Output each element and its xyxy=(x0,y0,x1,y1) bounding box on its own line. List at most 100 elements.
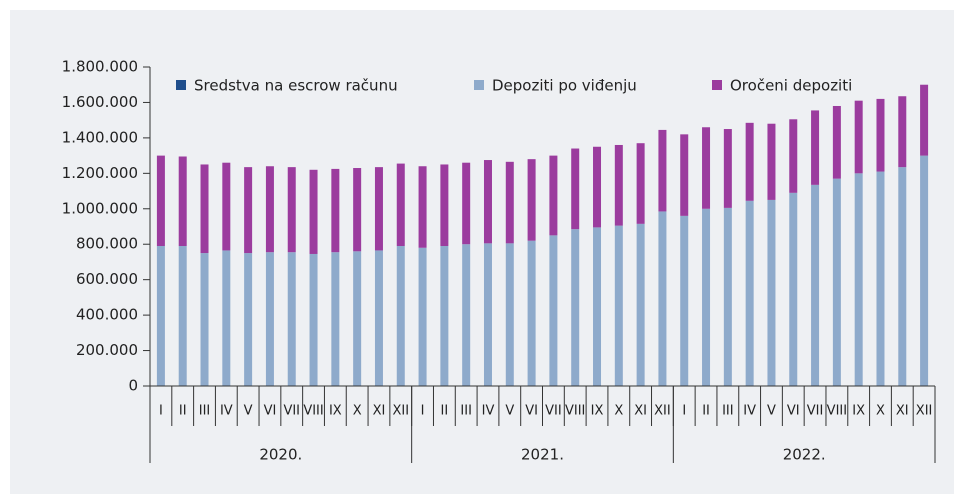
bar-segment xyxy=(920,84,929,156)
bar-segment xyxy=(745,122,754,201)
x-tick-label: III xyxy=(722,404,734,419)
y-tick-label: 1.200.000 xyxy=(62,164,138,182)
x-tick-label: VII xyxy=(283,404,300,419)
x-tick-label: VII xyxy=(545,404,562,419)
bar-segment xyxy=(789,119,798,193)
bar-segment xyxy=(680,134,689,216)
bar-segment xyxy=(287,252,296,386)
x-tick-label: II xyxy=(441,404,449,419)
bar-segment xyxy=(723,129,732,208)
bar-segment xyxy=(396,245,405,386)
bar-segment xyxy=(811,184,820,386)
bar-segment xyxy=(505,161,514,244)
bar-segment xyxy=(789,192,798,386)
x-tick-label: XII xyxy=(916,404,933,419)
group-label: 2020. xyxy=(259,446,302,464)
bar-segment xyxy=(265,252,274,386)
bar-segment xyxy=(636,223,645,386)
y-tick-label: 200.000 xyxy=(76,341,138,359)
y-tick-label: 1.600.000 xyxy=(62,93,138,111)
bar-segment xyxy=(767,123,776,200)
y-tick-label: 1.000.000 xyxy=(62,199,138,217)
bar-segment xyxy=(614,144,623,226)
bar-segment xyxy=(178,245,187,386)
bar-segment xyxy=(483,160,492,244)
group-label: 2022. xyxy=(783,446,826,464)
bar-segment xyxy=(832,178,841,386)
bar-segment xyxy=(898,96,907,168)
x-tick-label: I xyxy=(159,404,163,419)
bar-segment xyxy=(745,200,754,386)
bar-segment xyxy=(200,164,209,254)
bar-segment xyxy=(571,229,580,386)
bar-segment xyxy=(593,146,602,228)
x-tick-label: IX xyxy=(852,404,865,419)
bar-segment xyxy=(353,168,362,252)
legend-label: Depoziti po viđenju xyxy=(492,77,637,95)
bar-segment xyxy=(702,127,711,209)
x-tick-label: I xyxy=(682,404,686,419)
bar-segment xyxy=(374,167,383,251)
bar-segment xyxy=(374,250,383,386)
bar-segment xyxy=(309,169,318,254)
bar-segment xyxy=(854,173,863,386)
bar-segment xyxy=(309,253,318,386)
bar-segment xyxy=(658,211,667,386)
x-tick-label: XI xyxy=(373,404,386,419)
bar-segment xyxy=(680,215,689,386)
legend-swatch xyxy=(712,80,722,90)
bar-segment xyxy=(876,98,885,172)
bar-segment xyxy=(462,162,471,245)
bar-segment xyxy=(178,156,187,246)
x-tick-label: XII xyxy=(392,404,409,419)
x-tick-label: IV xyxy=(482,404,495,419)
bar-segment xyxy=(244,167,253,254)
y-tick-label: 800.000 xyxy=(76,235,138,253)
x-tick-label: IX xyxy=(329,404,342,419)
x-tick-label: VIII xyxy=(303,404,323,419)
x-tick-label: VII xyxy=(807,404,824,419)
x-tick-label: III xyxy=(460,404,472,419)
x-tick-label: IX xyxy=(591,404,604,419)
legend-label: Sredstva na escrow računu xyxy=(194,77,398,95)
bar-segment xyxy=(876,171,885,386)
legend-swatch xyxy=(474,80,484,90)
y-tick-label: 0 xyxy=(128,377,138,395)
bar-segment xyxy=(614,225,623,386)
bar-segment xyxy=(200,253,209,386)
bar-segment xyxy=(287,167,296,253)
bar-segment xyxy=(244,253,253,386)
bar-segment xyxy=(549,235,558,386)
bar-segment xyxy=(702,208,711,386)
bar-segment xyxy=(832,105,841,179)
x-tick-label: V xyxy=(767,404,776,419)
x-tick-label: X xyxy=(353,404,362,419)
group-label: 2021. xyxy=(521,446,564,464)
legend-label: Oročeni depoziti xyxy=(730,77,852,95)
bar-segment xyxy=(854,100,863,174)
bar-segment xyxy=(331,252,340,386)
legend-swatch xyxy=(176,80,186,90)
x-tick-label: IV xyxy=(220,404,233,419)
bar-segment xyxy=(636,143,645,224)
x-tick-label: V xyxy=(505,404,514,419)
bar-segment xyxy=(156,245,165,386)
x-tick-label: XI xyxy=(634,404,647,419)
x-tick-label: VIII xyxy=(827,404,847,419)
bar-segment xyxy=(920,155,929,386)
bar-segment xyxy=(549,155,558,236)
x-tick-label: X xyxy=(876,404,885,419)
y-tick-label: 1.800.000 xyxy=(62,58,138,76)
bar-segment xyxy=(723,207,732,386)
x-tick-label: VI xyxy=(787,404,800,419)
bar-segment xyxy=(571,148,580,230)
bar-segment xyxy=(331,168,340,253)
bar-segment xyxy=(505,243,514,386)
bar-segment xyxy=(222,162,231,251)
x-tick-label: VI xyxy=(264,404,277,419)
bar-segment xyxy=(265,166,274,253)
bar-segment xyxy=(483,243,492,386)
y-tick-label: 1.400.000 xyxy=(62,128,138,146)
y-tick-label: 400.000 xyxy=(76,306,138,324)
